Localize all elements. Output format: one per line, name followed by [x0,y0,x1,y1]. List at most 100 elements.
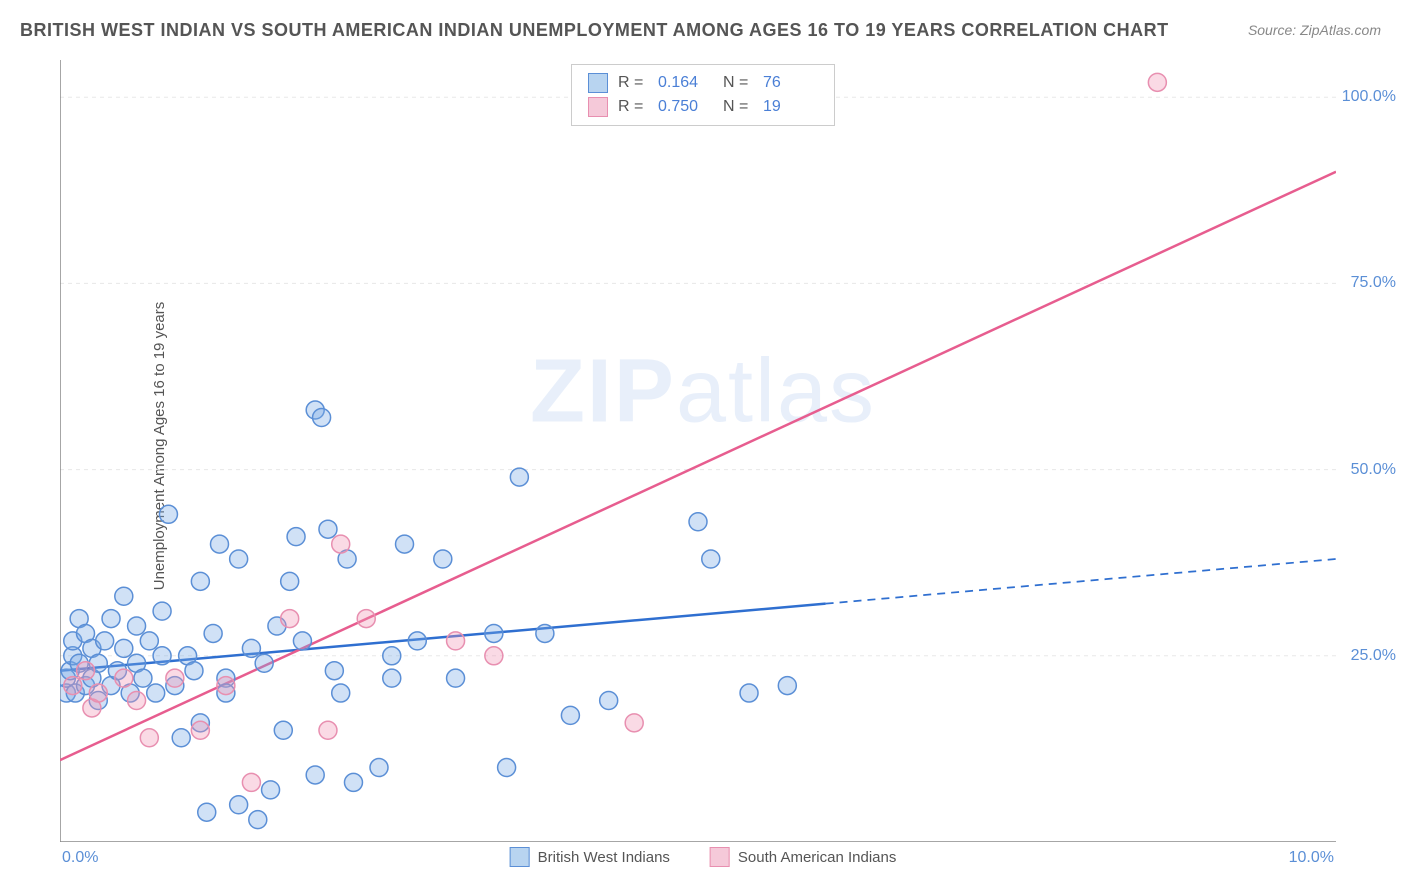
data-point [332,684,350,702]
legend-swatch-bwi [588,73,608,93]
n-value-bwi: 76 [763,74,818,92]
trend-line [60,604,826,671]
data-point [1148,73,1166,91]
data-point [447,669,465,687]
n-label: N = [723,98,753,116]
data-point [498,759,516,777]
data-point [536,624,554,642]
data-point [242,773,260,791]
data-point [166,669,184,687]
trend-line-extrapolated [826,559,1336,604]
data-point [344,773,362,791]
data-point [306,766,324,784]
data-point [140,632,158,650]
data-point [204,624,222,642]
data-point [293,632,311,650]
data-point [625,714,643,732]
data-point [485,624,503,642]
data-point [115,639,133,657]
data-point [447,632,465,650]
source-attribution: Source: ZipAtlas.com [1248,22,1381,38]
data-point [274,721,292,739]
n-label: N = [723,74,753,92]
y-tick-label: 50.0% [1351,461,1396,479]
data-point [230,796,248,814]
data-point [778,677,796,695]
data-point [313,408,331,426]
data-point [319,721,337,739]
data-point [357,610,375,628]
data-point [211,535,229,553]
data-point [255,654,273,672]
data-point [128,617,146,635]
correlation-legend: R = 0.164 N = 76 R = 0.750 N = 19 [571,64,835,126]
data-point [689,513,707,531]
data-point [242,639,260,657]
data-point [217,677,235,695]
data-point [153,602,171,620]
data-point [64,677,82,695]
legend-swatch-icon [510,847,530,867]
data-point [383,647,401,665]
trend-line [60,172,1336,760]
data-point [281,610,299,628]
data-point [89,684,107,702]
legend-item-sai: South American Indians [710,847,896,867]
legend-label-sai: South American Indians [738,849,896,866]
r-label: R = [618,98,648,116]
legend-swatch-sai [588,97,608,117]
data-point [408,632,426,650]
data-point [485,647,503,665]
data-point [159,505,177,523]
data-point [153,647,171,665]
data-point [147,684,165,702]
data-point [434,550,452,568]
data-point [115,587,133,605]
data-point [140,729,158,747]
n-value-sai: 19 [763,98,818,116]
data-point [740,684,758,702]
x-tick-min: 0.0% [62,849,98,867]
chart-svg [60,60,1336,842]
r-value-sai: 0.750 [658,98,713,116]
chart-title: BRITISH WEST INDIAN VS SOUTH AMERICAN IN… [20,20,1169,40]
r-label: R = [618,74,648,92]
data-point [396,535,414,553]
data-point [287,528,305,546]
legend-row-bwi: R = 0.164 N = 76 [588,71,818,95]
data-point [332,535,350,553]
data-point [702,550,720,568]
data-point [128,691,146,709]
data-point [198,803,216,821]
y-tick-label: 25.0% [1351,647,1396,665]
data-point [230,550,248,568]
data-point [262,781,280,799]
data-point [102,610,120,628]
legend-item-bwi: British West Indians [510,847,670,867]
data-point [281,572,299,590]
data-point [370,759,388,777]
data-point [383,669,401,687]
x-tick-max: 10.0% [1289,849,1334,867]
data-point [191,572,209,590]
r-value-bwi: 0.164 [658,74,713,92]
y-tick-label: 75.0% [1351,274,1396,292]
data-point [191,721,209,739]
data-point [134,669,152,687]
y-tick-label: 100.0% [1342,88,1396,106]
data-point [185,662,203,680]
data-point [249,811,267,829]
data-point [319,520,337,538]
data-point [510,468,528,486]
series-legend: British West Indians South American Indi… [510,847,897,867]
legend-row-sai: R = 0.750 N = 19 [588,95,818,119]
data-point [115,669,133,687]
scatter-plot [60,60,1336,842]
data-point [172,729,190,747]
legend-label-bwi: British West Indians [538,849,670,866]
data-point [325,662,343,680]
data-point [77,662,95,680]
data-point [600,691,618,709]
data-point [561,706,579,724]
legend-swatch-icon [710,847,730,867]
